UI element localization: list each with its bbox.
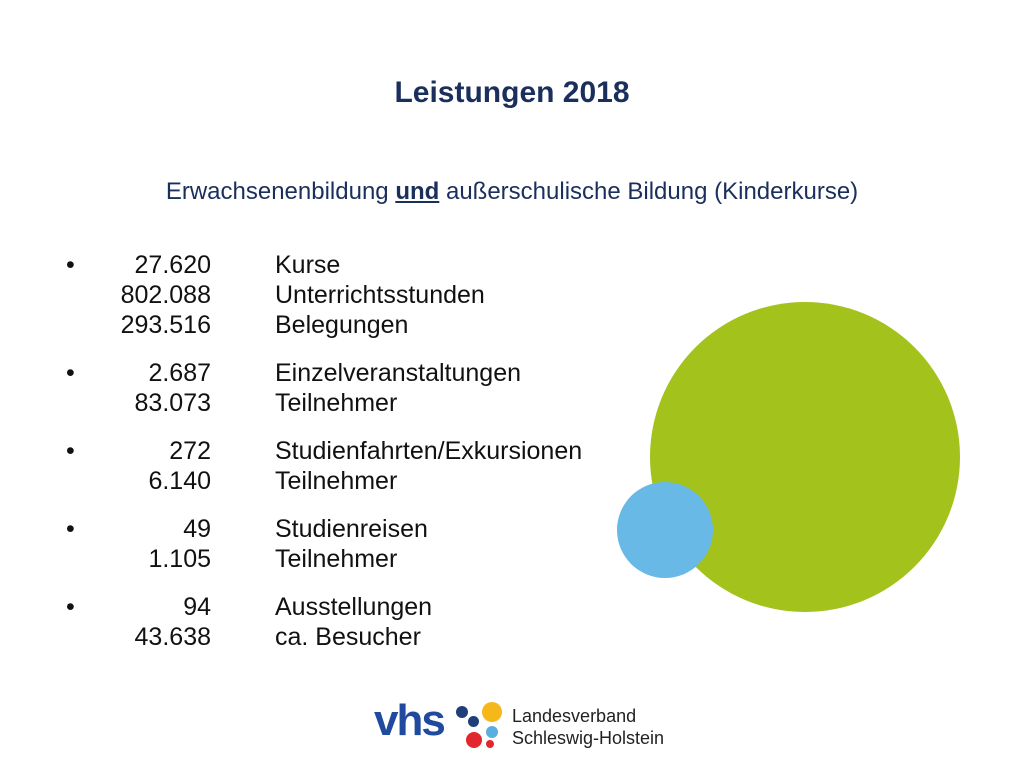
stat-value: 94 xyxy=(183,593,211,621)
list-item: 802.088 Unterrichtsstunden xyxy=(66,280,582,310)
logo-organization: Landesverband Schleswig-Holstein xyxy=(512,705,664,749)
statistics-list: • 27.620 Kurse 802.088 Unterrichtsstunde… xyxy=(66,250,582,670)
subtitle-before: Erwachsenenbildung xyxy=(165,178,396,205)
page-title: Leistungen 2018 xyxy=(394,76,630,109)
list-item: 6.140 Teilnehmer xyxy=(66,466,582,496)
list-group-exhibitions: • 94 Ausstellungen 43.638 ca. Besucher xyxy=(66,592,582,652)
list-item: • 2.687 Einzelveranstaltungen xyxy=(66,358,582,388)
stat-label: Studienfahrten/Exkursionen xyxy=(275,437,583,465)
stat-label: Einzelveranstaltungen xyxy=(275,359,521,387)
stat-value: 272 xyxy=(169,437,211,465)
list-item: • 27.620 Kurse xyxy=(66,250,582,280)
stat-label: Studienreisen xyxy=(275,515,428,543)
decorative-blue-circle xyxy=(617,482,713,578)
stat-value: 1.105 xyxy=(148,545,211,573)
bullet: • xyxy=(66,515,75,543)
stat-label: ca. Besucher xyxy=(275,623,421,651)
stat-label: Teilnehmer xyxy=(275,389,398,417)
stat-label: Unterrichtsstunden xyxy=(275,281,485,309)
list-item: 1.105 Teilnehmer xyxy=(66,544,582,574)
stat-value: 6.140 xyxy=(148,467,211,495)
stat-label: Belegungen xyxy=(275,311,409,339)
list-group-excursions: • 272 Studienfahrten/Exkursionen 6.140 T… xyxy=(66,436,582,496)
stat-label: Teilnehmer xyxy=(275,467,398,495)
bullet: • xyxy=(66,251,75,279)
stat-value: 27.620 xyxy=(134,251,211,279)
logo-org-line1: Landesverband xyxy=(512,706,637,726)
bullet: • xyxy=(66,359,75,387)
stat-label: Teilnehmer xyxy=(275,545,398,573)
stat-value: 802.088 xyxy=(120,281,211,309)
stat-label: Kurse xyxy=(275,251,341,279)
list-item: • 272 Studienfahrten/Exkursionen xyxy=(66,436,582,466)
subtitle: Erwachsenenbildung und außerschulische B… xyxy=(0,178,1024,206)
bullet: • xyxy=(66,437,75,465)
logo-dots-icon xyxy=(456,702,506,752)
vhs-logo: vhs Landesverband Schleswig-Holstein xyxy=(374,696,694,756)
stat-value: 293.516 xyxy=(120,311,211,339)
list-group-events: • 2.687 Einzelveranstaltungen 83.073 Tei… xyxy=(66,358,582,418)
stat-value: 83.073 xyxy=(134,389,211,417)
stat-value: 43.638 xyxy=(134,623,211,651)
logo-org-line2: Schleswig-Holstein xyxy=(512,728,665,748)
list-item: 83.073 Teilnehmer xyxy=(66,388,582,418)
list-item: 293.516 Belegungen xyxy=(66,310,582,340)
bullet: • xyxy=(66,593,75,621)
stat-value: 49 xyxy=(183,515,211,543)
subtitle-after: außerschulische Bildung (Kinderkurse) xyxy=(439,178,859,205)
list-group-courses: • 27.620 Kurse 802.088 Unterrichtsstunde… xyxy=(66,250,582,340)
list-group-study-trips: • 49 Studienreisen 1.105 Teilnehmer xyxy=(66,514,582,574)
list-item: 43.638 ca. Besucher xyxy=(66,622,582,652)
subtitle-emphasis: und xyxy=(395,178,440,205)
list-item: • 49 Studienreisen xyxy=(66,514,582,544)
stat-value: 2.687 xyxy=(148,359,211,387)
logo-wordmark: vhs xyxy=(374,696,446,745)
list-item: • 94 Ausstellungen xyxy=(66,592,582,622)
stat-label: Ausstellungen xyxy=(275,593,433,621)
